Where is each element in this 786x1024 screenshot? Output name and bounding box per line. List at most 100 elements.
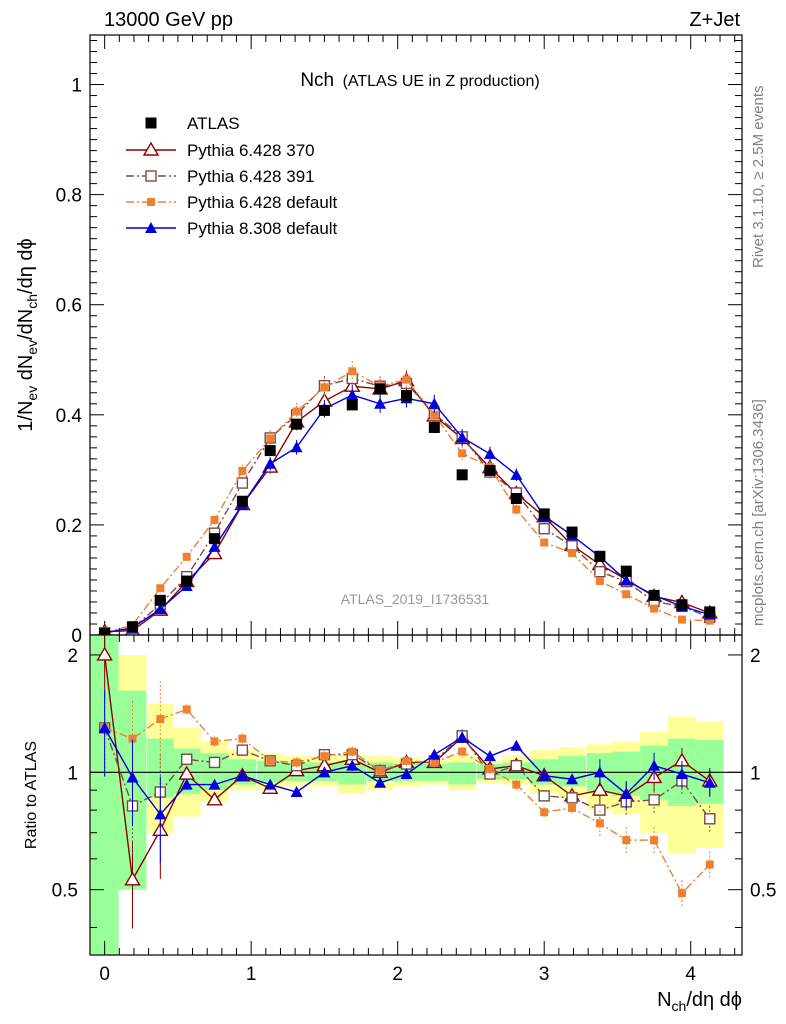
ratio-frame [89, 634, 743, 956]
main-y-tick-label-1: 0.2 [56, 516, 82, 537]
x-tick-label-4: 4 [685, 964, 696, 985]
legend-marker-3 [147, 198, 155, 206]
main-point-2-6 [266, 434, 275, 443]
main-y-tick-label-3: 0.6 [56, 296, 82, 317]
ratio-band-inner-13 [448, 762, 477, 785]
ratio-point-3-14 [483, 750, 496, 762]
main-series-line-1 [104, 377, 711, 634]
main-point-2-4 [210, 515, 219, 524]
legend-label-2: Pythia 6.428 391 [187, 167, 315, 186]
main-point-2-16 [540, 538, 549, 547]
x-tick-label-0: 0 [99, 964, 110, 985]
data-point-15 [510, 492, 522, 504]
data-point-19 [620, 565, 632, 577]
energy-label: 13000 GeV pp [104, 9, 233, 31]
data-point-7 [291, 418, 303, 430]
main-point-3-10 [374, 397, 387, 409]
ratio-point-3-22 [703, 776, 716, 788]
rivet-version-label: Rivet 3.1.10, ≥ 2.5M events [750, 86, 767, 269]
data-point-0 [99, 627, 111, 635]
ratio-point-0-1 [124, 871, 141, 886]
analysis-id-label: ATLAS_2019_I1736531 [341, 591, 490, 607]
ratio-series-2 [100, 681, 714, 908]
legend-label-3: Pythia 6.428 default [187, 193, 338, 212]
ratio-y-tick-label-right-0: 0.5 [750, 881, 776, 902]
ratio-point-2-9 [348, 747, 357, 756]
x-axis-label: Nch/dη dϕ [657, 989, 742, 1014]
data-point-8 [318, 404, 330, 416]
main-point-2-8 [320, 383, 329, 392]
ratio-point-2-6 [266, 756, 275, 765]
main-point-3-9 [346, 389, 359, 400]
legend-label-1: Pythia 6.428 370 [187, 141, 315, 160]
ratio-point-3-8 [318, 766, 331, 778]
data-point-2 [154, 594, 166, 606]
ratio-point-2-7 [292, 758, 301, 767]
main-series-2 [100, 360, 714, 635]
ratio-point-2-1 [128, 734, 137, 743]
plot-title-sub: (ATLAS UE in Z production) [343, 73, 540, 90]
ratio-y-axis-label: Ratio to ATLAS [23, 741, 40, 849]
ratio-point-0-0 [96, 646, 113, 661]
ratio-point-1-3 [181, 753, 193, 765]
main-point-1-18 [594, 565, 606, 578]
data-point-17 [566, 526, 578, 538]
main-point-2-22 [705, 616, 714, 625]
main-point-2-5 [238, 466, 247, 475]
main-point-2-21 [677, 615, 686, 624]
main-point-1-16 [538, 523, 550, 535]
ratio-point-2-4 [210, 737, 219, 746]
main-point-2-3 [182, 552, 191, 561]
main-y-axis-label: 1/Nev dNev/dNch/dη dϕ [15, 238, 40, 431]
ratio-point-3-10 [374, 776, 387, 788]
ratio-point-2-13 [458, 747, 467, 756]
ratio-point-2-8 [320, 752, 329, 761]
main-point-2-7 [292, 407, 301, 416]
ratio-panel: 0 1 2 3 4 0.5 0.5 1 1 2 2 [52, 634, 776, 985]
ratio-point-2-19 [622, 836, 631, 845]
main-point-2-9 [348, 367, 357, 376]
x-tick-label-1: 1 [246, 964, 257, 985]
data-point-5 [236, 495, 248, 507]
plot-title: Nch (ATLAS UE in Z production) [300, 70, 539, 91]
ratio-y-tick-label-left-0: 0.5 [52, 881, 78, 902]
main-point-3-6 [264, 457, 277, 469]
data-point-6 [264, 445, 276, 457]
ratio-point-3-3 [180, 778, 193, 790]
main-point-2-17 [568, 548, 577, 557]
ratio-point-3-0 [98, 721, 111, 733]
ratio-point-3-1 [126, 771, 139, 783]
legend-marker-4 [145, 222, 157, 233]
main-point-3-12 [428, 397, 441, 409]
main-point-2-15 [512, 505, 521, 514]
ratio-y-tick-label-left-1: 1 [67, 763, 78, 784]
data-series [99, 383, 716, 635]
ratio-point-3-4 [208, 778, 221, 790]
ratio-point-2-3 [182, 705, 191, 714]
main-point-2-11 [402, 375, 411, 384]
data-point-22 [704, 606, 716, 618]
data-point-9 [346, 399, 358, 411]
data-point-3 [181, 575, 193, 587]
main-point-2-2 [156, 584, 165, 593]
data-point-13 [456, 469, 468, 481]
ratio-point-3-20 [648, 759, 661, 771]
ratio-point-2-12 [430, 758, 439, 767]
ratio-point-2-2 [156, 715, 165, 724]
data-point-12 [428, 421, 440, 433]
ratio-point-2-18 [595, 819, 604, 828]
ratio-point-2-11 [402, 756, 411, 765]
main-point-3-7 [290, 441, 303, 453]
ratio-point-2-10 [376, 766, 385, 775]
ratio-point-0-4 [206, 791, 223, 806]
main-y-tick-label-4: 0.8 [56, 186, 82, 207]
ratio-point-2-15 [512, 780, 521, 789]
ratio-point-1-20 [648, 794, 660, 806]
ratio-y-tick-label-right-1: 1 [750, 763, 761, 784]
main-point-2-18 [595, 577, 604, 586]
main-point-3-15 [510, 468, 523, 480]
legend: ATLAS Pythia 6.428 370 Pythia 6.428 391 Pyt… [126, 114, 338, 238]
main-y-tick-label-0: 0 [71, 626, 82, 647]
ratio-point-1-17 [566, 792, 578, 804]
data-point-21 [676, 599, 688, 611]
